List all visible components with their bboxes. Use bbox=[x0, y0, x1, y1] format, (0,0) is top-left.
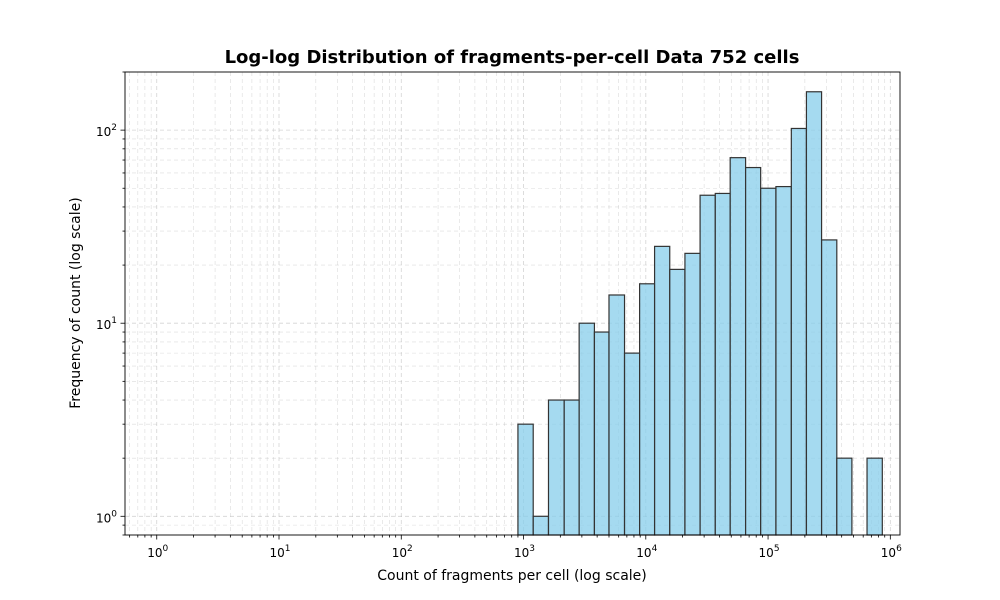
histogram-bar bbox=[669, 268, 686, 536]
histogram-bar bbox=[729, 157, 747, 536]
histogram-bar bbox=[608, 294, 626, 536]
histogram-bar bbox=[820, 239, 838, 536]
chart-title: Log-log Distribution of fragments-per-ce… bbox=[225, 47, 800, 68]
histogram-bar bbox=[744, 166, 762, 536]
histogram-bar bbox=[714, 192, 731, 536]
histogram-bar bbox=[760, 187, 777, 536]
histogram-bar bbox=[547, 399, 565, 536]
histogram-bar bbox=[836, 457, 853, 536]
histogram-bar bbox=[578, 322, 596, 536]
x-tick-label: 106 bbox=[881, 544, 902, 560]
y-tick-label: 102 bbox=[96, 123, 117, 139]
histogram-bar bbox=[653, 245, 671, 536]
y-tick-label: 101 bbox=[96, 316, 117, 332]
x-axis-label: Count of fragments per cell (log scale) bbox=[377, 568, 647, 584]
y-axis-label: Frequency of count (log scale) bbox=[68, 197, 84, 408]
ticks: 100 101 102 103 104 105 106 100 101 102 bbox=[96, 71, 902, 560]
y-tick-label: 100 bbox=[96, 509, 117, 525]
x-tick-label: 101 bbox=[269, 544, 290, 560]
plot-frame bbox=[124, 71, 901, 536]
histogram-bar bbox=[517, 423, 534, 536]
histogram-bar bbox=[790, 127, 808, 536]
histogram-bar bbox=[805, 91, 823, 536]
histogram-bar bbox=[684, 252, 701, 536]
histogram-bar bbox=[563, 399, 580, 536]
histogram-bar bbox=[866, 457, 883, 536]
histogram-bar bbox=[639, 283, 656, 536]
x-tick-label: 104 bbox=[636, 544, 657, 560]
histogram-bar bbox=[623, 352, 641, 536]
x-tick-label: 100 bbox=[147, 544, 168, 560]
axes bbox=[124, 71, 901, 536]
histogram-bar bbox=[532, 515, 550, 536]
histogram-bar bbox=[593, 331, 610, 536]
x-tick-label: 103 bbox=[514, 544, 535, 560]
histogram-bar bbox=[699, 194, 716, 536]
x-tick-label: 102 bbox=[392, 544, 413, 560]
histogram-bar bbox=[775, 185, 792, 536]
x-tick-label: 105 bbox=[759, 544, 780, 560]
